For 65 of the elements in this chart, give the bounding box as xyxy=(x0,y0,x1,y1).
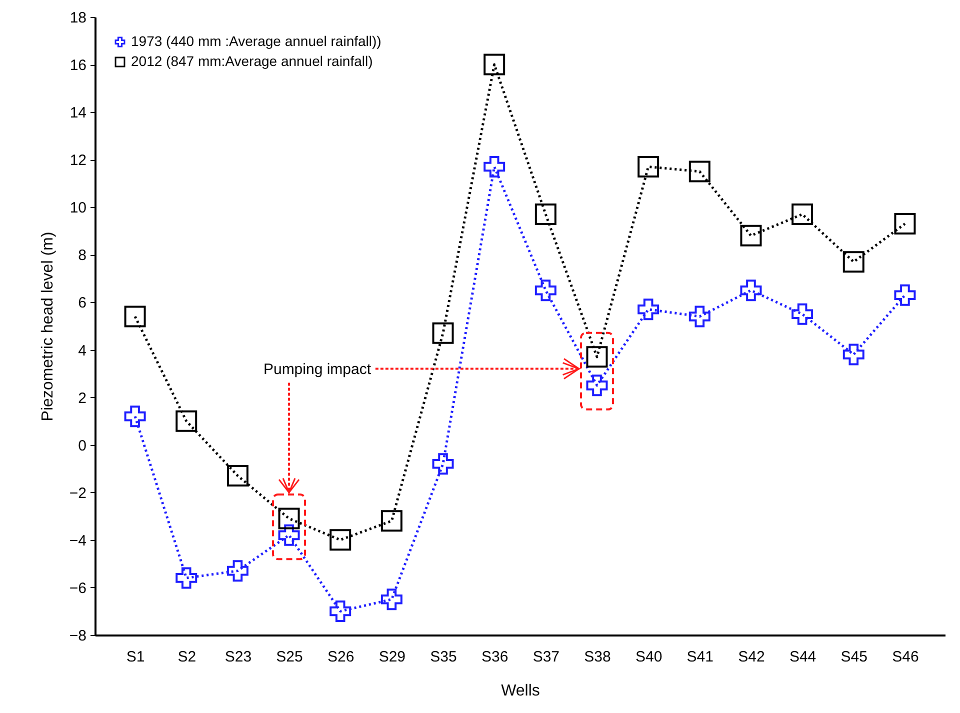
y-tick-label: 0 xyxy=(78,437,86,454)
point xyxy=(740,280,762,302)
x-tick-label: S37 xyxy=(532,648,560,666)
point xyxy=(894,213,916,235)
y-tick-label: 12 xyxy=(70,152,86,170)
point xyxy=(124,306,146,328)
point xyxy=(586,346,608,368)
y-tick-label: 6 xyxy=(78,294,86,312)
point xyxy=(534,204,556,226)
x-tick-label: S46 xyxy=(892,648,919,666)
y-tick-label: 16 xyxy=(70,57,86,74)
x-tick-label: S1 xyxy=(126,648,145,666)
x-tick-label: S25 xyxy=(276,648,303,666)
point xyxy=(638,156,660,178)
x-tick-label: S26 xyxy=(328,648,354,666)
x-tick-label: S23 xyxy=(224,648,252,666)
point xyxy=(842,251,864,273)
point xyxy=(842,344,864,366)
point xyxy=(792,303,814,325)
y-axis-title: Piezometric head level (m) xyxy=(39,232,56,422)
x-tick-label: S35 xyxy=(430,648,457,666)
y-tick-label: 10 xyxy=(70,200,86,217)
point xyxy=(432,453,454,475)
x-tick-label: S44 xyxy=(789,648,816,666)
point xyxy=(792,204,814,226)
x-axis-title: Wells xyxy=(501,682,540,700)
y-tick-label: 8 xyxy=(78,247,86,264)
x-tick-label: S2 xyxy=(178,648,196,666)
point xyxy=(226,465,248,486)
y-tick-label: −8 xyxy=(69,628,86,644)
x-tick-label: S42 xyxy=(738,648,765,666)
x-tick-label: S40 xyxy=(635,648,662,666)
point xyxy=(176,567,198,589)
y-tick-label: −6 xyxy=(69,580,86,597)
x-tick-label: S41 xyxy=(686,648,714,666)
point xyxy=(534,280,556,302)
point xyxy=(586,374,608,396)
y-tick-label: 2 xyxy=(78,390,86,407)
x-tick-label: S45 xyxy=(840,648,868,666)
point xyxy=(894,284,916,306)
annotation: Pumping impact xyxy=(263,360,372,378)
point xyxy=(176,410,198,432)
x-tick-label: S29 xyxy=(378,648,406,666)
y-tick-label: −4 xyxy=(69,532,86,550)
point xyxy=(688,160,710,182)
point xyxy=(432,322,454,344)
point xyxy=(330,529,352,551)
point xyxy=(226,560,248,582)
y-tick-label: 18 xyxy=(70,10,86,26)
x-tick-label: S36 xyxy=(481,648,508,666)
point xyxy=(688,306,710,328)
point xyxy=(638,298,660,320)
y-tick-label: 14 xyxy=(70,104,86,122)
point xyxy=(380,510,402,532)
point xyxy=(484,54,506,76)
point xyxy=(740,224,762,246)
legend-label: 2012 (847 mm:Average annuel rainfall) xyxy=(131,53,373,69)
y-tick-label: −2 xyxy=(69,484,86,502)
x-tick-label: S38 xyxy=(584,648,611,666)
legend-label: 1973 (440 mm :Average annuel rainfall)) xyxy=(131,33,382,49)
point xyxy=(330,600,352,622)
y-tick-label: 4 xyxy=(78,342,86,360)
point xyxy=(380,588,402,610)
point xyxy=(124,406,146,428)
point xyxy=(484,156,506,178)
